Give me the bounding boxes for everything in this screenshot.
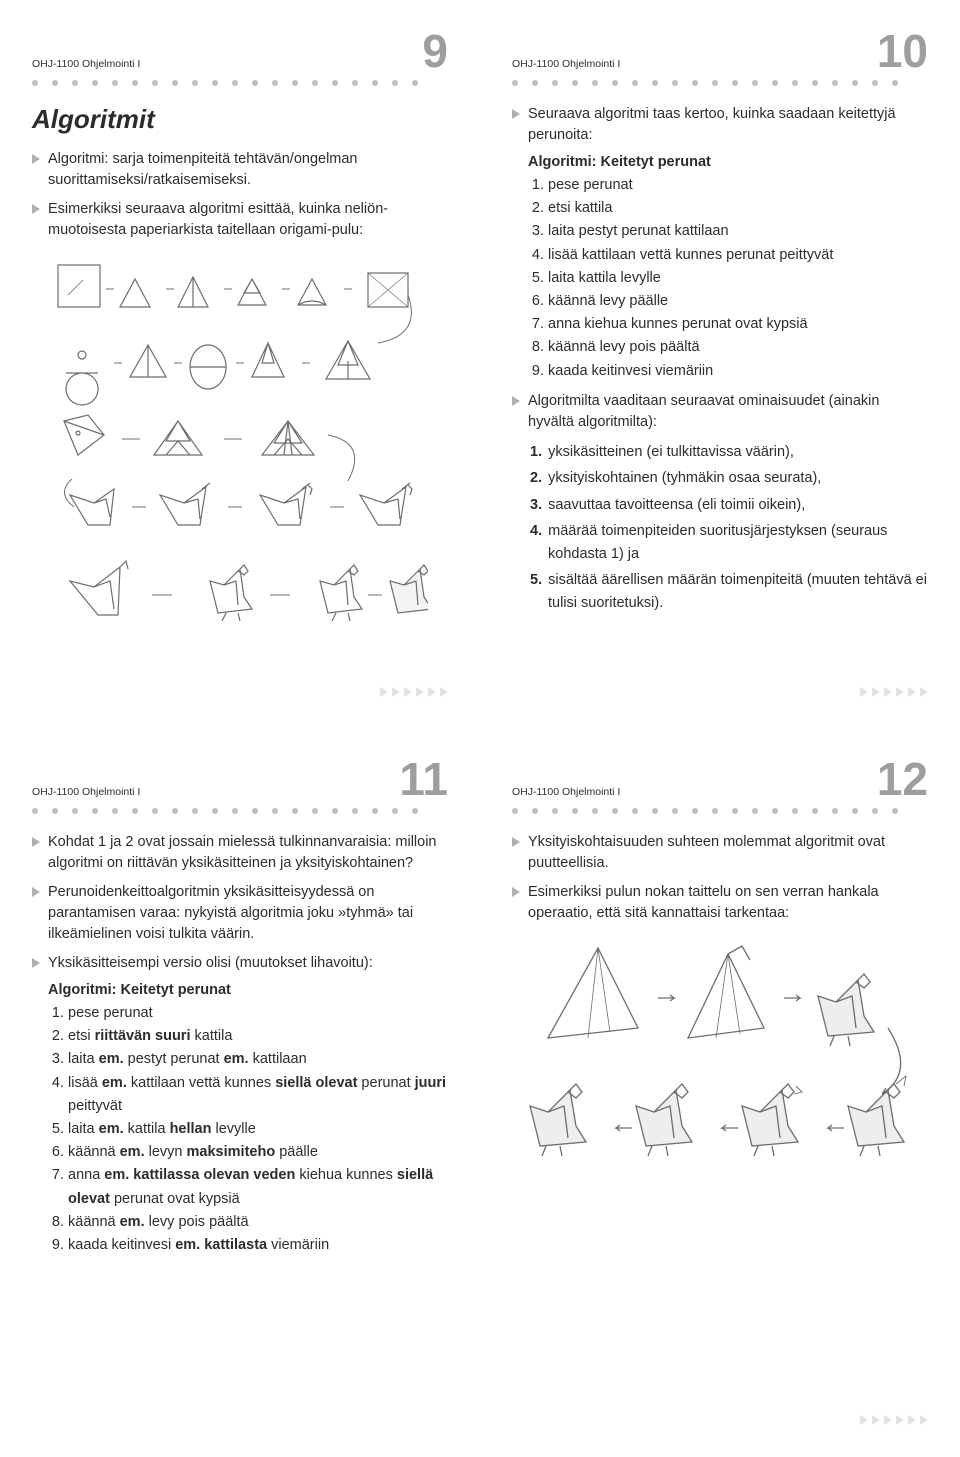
divider-dots — [512, 808, 928, 814]
divider-dots — [32, 80, 448, 86]
course-code: OHJ-1100 Ohjelmointi I — [32, 786, 140, 798]
property-item: 1. yksikäsitteinen (ei tulkittavissa vää… — [548, 441, 928, 463]
algo-step: etsi riittävän suuri kattila — [68, 1025, 448, 1048]
page-number: 9 — [422, 28, 448, 74]
algo-step: lisää em. kattilaan vettä kunnes siellä … — [68, 1072, 448, 1118]
slide-10: OHJ-1100 Ohjelmointi I 10 Seuraava algor… — [480, 0, 960, 728]
bullet: Esimerkiksi pulun nokan taittelu on sen … — [512, 882, 928, 924]
page-number: 12 — [877, 756, 928, 802]
course-code: OHJ-1100 Ohjelmointi I — [32, 58, 140, 70]
property-item: 2. yksityiskohtainen (tyhmäkin osaa seur… — [548, 467, 928, 489]
triangle-icon — [512, 837, 520, 847]
bullet-text: Algoritmi: sarja toimenpiteitä tehtävän/… — [48, 149, 448, 191]
triangle-icon — [32, 958, 40, 968]
bullet: Yksityiskohtaisuuden suhteen molemmat al… — [512, 832, 928, 874]
bullet: Seuraava algoritmi taas kertoo, kuinka s… — [512, 104, 928, 146]
bullet-text: Esimerkiksi pulun nokan taittelu on sen … — [528, 882, 928, 924]
triangle-icon — [32, 154, 40, 164]
algo-step: laita em. kattila hellan levylle — [68, 1118, 448, 1141]
bullet-text: Seuraava algoritmi taas kertoo, kuinka s… — [528, 104, 928, 146]
algo-step: pese perunat — [548, 174, 928, 197]
footer-triangles — [856, 684, 928, 702]
algorithm-title: Algoritmi: Keitetyt perunat — [48, 982, 448, 998]
potato-algorithm-v2: pese perunatetsi riittävän suuri kattila… — [48, 1002, 448, 1257]
page-number: 11 — [399, 756, 448, 802]
potato-algorithm: pese perunatetsi kattilalaita pestyt per… — [528, 174, 928, 383]
triangle-icon — [32, 204, 40, 214]
page-number: 10 — [877, 28, 928, 74]
algo-step: lisää kattilaan vettä kunnes perunat pei… — [548, 244, 928, 267]
bullet-text: Perunoidenkeittoalgoritmin yksikäsitteis… — [48, 882, 448, 945]
footer-triangles — [376, 684, 448, 702]
property-item: 4. määrää toimenpiteiden suoritusjärjest… — [548, 520, 928, 565]
bullet: Esimerkiksi seuraava algoritmi esittää, … — [32, 199, 448, 241]
bullet: Algoritmi: sarja toimenpiteitä tehtävän/… — [32, 149, 448, 191]
algo-step: pese perunat — [68, 1002, 448, 1025]
slide-12: OHJ-1100 Ohjelmointi I 12 Yksityiskohtai… — [480, 728, 960, 1456]
course-code: OHJ-1100 Ohjelmointi I — [512, 58, 620, 70]
slide-title: Algoritmit — [32, 104, 448, 135]
algo-step: käännä em. levy pois päältä — [68, 1211, 448, 1234]
algo-step: kaada keitinvesi em. kattilasta viemärii… — [68, 1234, 448, 1257]
triangle-icon — [32, 887, 40, 897]
bullet: Yksikäsitteisempi versio olisi (muutokse… — [32, 953, 448, 974]
divider-dots — [32, 808, 448, 814]
bullet-text: Yksityiskohtaisuuden suhteen molemmat al… — [528, 832, 928, 874]
algo-step: käännä levy pois päältä — [548, 336, 928, 359]
triangle-icon — [512, 109, 520, 119]
algo-step: kaada keitinvesi viemäriin — [548, 360, 928, 383]
course-code: OHJ-1100 Ohjelmointi I — [512, 786, 620, 798]
algo-step: laita kattila levylle — [548, 267, 928, 290]
property-item: 5. sisältää äärellisen määrän toimenpite… — [548, 569, 928, 614]
divider-dots — [512, 80, 928, 86]
slide-9: OHJ-1100 Ohjelmointi I 9 Algoritmit Algo… — [0, 0, 480, 728]
bullet-text: Algoritmilta vaaditaan seuraavat ominais… — [528, 391, 928, 433]
algo-step: käännä em. levyn maksimiteho päälle — [68, 1141, 448, 1164]
algo-step: käännä levy päälle — [548, 290, 928, 313]
bullet-text: Kohdat 1 ja 2 ovat jossain mielessä tulk… — [48, 832, 448, 874]
bullet: Perunoidenkeittoalgoritmin yksikäsitteis… — [32, 882, 448, 945]
triangle-icon — [512, 396, 520, 406]
algorithm-title: Algoritmi: Keitetyt perunat — [528, 154, 928, 170]
beak-fold-diagram — [528, 938, 928, 1188]
origami-diagram — [48, 255, 448, 635]
bullet: Algoritmilta vaaditaan seuraavat ominais… — [512, 391, 928, 433]
triangle-icon — [512, 887, 520, 897]
algo-step: anna em. kattilassa olevan veden kiehua … — [68, 1164, 448, 1210]
slide-11: OHJ-1100 Ohjelmointi I 11 Kohdat 1 ja 2 … — [0, 728, 480, 1456]
algo-step: anna kiehua kunnes perunat ovat kypsiä — [548, 313, 928, 336]
algo-step: laita pestyt perunat kattilaan — [548, 220, 928, 243]
bullet: Kohdat 1 ja 2 ovat jossain mielessä tulk… — [32, 832, 448, 874]
bullet-text: Esimerkiksi seuraava algoritmi esittää, … — [48, 199, 448, 241]
property-item: 3. saavuttaa tavoitteensa (eli toimii oi… — [548, 494, 928, 516]
algo-step: laita em. pestyt perunat em. kattilaan — [68, 1048, 448, 1071]
footer-triangles — [856, 1412, 928, 1430]
algorithm-properties: 1. yksikäsitteinen (ei tulkittavissa vää… — [528, 441, 928, 614]
algo-step: etsi kattila — [548, 197, 928, 220]
bullet-text: Yksikäsitteisempi versio olisi (muutokse… — [48, 953, 448, 974]
triangle-icon — [32, 837, 40, 847]
